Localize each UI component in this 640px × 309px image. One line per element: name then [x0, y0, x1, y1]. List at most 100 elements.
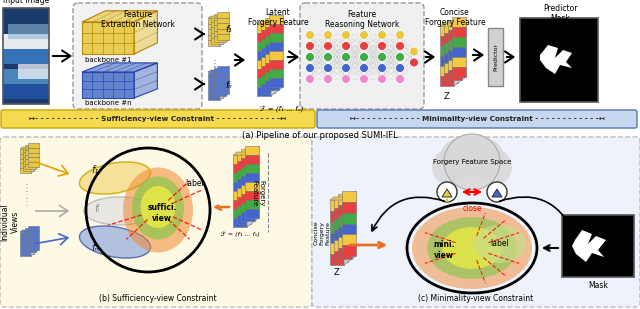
Bar — [20, 149, 31, 154]
Text: ⋮: ⋮ — [210, 65, 220, 75]
Circle shape — [396, 64, 404, 73]
Bar — [22, 166, 33, 171]
Polygon shape — [208, 16, 223, 18]
Bar — [440, 56, 454, 66]
Bar — [233, 191, 247, 200]
Bar — [208, 72, 220, 78]
Bar — [440, 66, 454, 76]
Text: Forgery Feature Space: Forgery Feature Space — [433, 159, 511, 165]
Polygon shape — [134, 11, 157, 54]
Bar — [245, 155, 259, 164]
Text: Concise
Forgery
Feature: Concise Forgery Feature — [314, 221, 330, 245]
Bar — [208, 78, 220, 83]
Bar — [269, 15, 283, 24]
Bar — [452, 47, 466, 57]
Text: Feature
Reasoning Network: Feature Reasoning Network — [325, 10, 399, 29]
Ellipse shape — [141, 186, 175, 228]
Bar — [22, 239, 33, 244]
Text: ▲: ▲ — [445, 197, 449, 202]
Bar — [3, 84, 49, 99]
Bar — [261, 75, 275, 84]
Polygon shape — [82, 63, 157, 72]
Bar — [265, 81, 279, 90]
Ellipse shape — [79, 162, 150, 194]
Bar — [452, 67, 466, 77]
Bar — [261, 48, 275, 57]
Bar — [237, 152, 251, 161]
Bar — [22, 230, 33, 235]
Bar — [233, 182, 247, 191]
Bar — [241, 185, 255, 194]
Bar — [211, 16, 223, 22]
Bar — [237, 170, 251, 179]
Bar — [18, 64, 49, 79]
Bar — [25, 159, 36, 164]
Text: backbone #n: backbone #n — [84, 100, 131, 106]
Bar — [237, 188, 251, 197]
Bar — [28, 157, 38, 162]
Bar — [257, 24, 271, 33]
Polygon shape — [134, 63, 157, 98]
Bar — [3, 8, 49, 104]
Bar — [20, 168, 31, 173]
Bar — [217, 12, 229, 18]
Bar — [20, 251, 31, 256]
Circle shape — [440, 138, 480, 178]
Bar — [237, 215, 251, 224]
Bar — [237, 161, 251, 170]
Bar — [233, 155, 247, 164]
Bar — [208, 29, 220, 35]
Bar — [241, 149, 255, 158]
Bar — [28, 231, 38, 235]
Bar — [269, 33, 283, 42]
Bar — [214, 74, 226, 79]
Bar — [28, 240, 38, 245]
Circle shape — [454, 137, 490, 173]
Circle shape — [342, 74, 351, 83]
Bar — [25, 238, 36, 242]
Text: ↦- - - - - - - - - - - - Sufficiency-view Constraint - - - - - - - - - - - -↤: ↦- - - - - - - - - - - - Sufficiency-vie… — [29, 116, 287, 122]
FancyBboxPatch shape — [1, 110, 315, 128]
Bar — [245, 200, 259, 209]
Bar — [237, 197, 251, 206]
Bar — [22, 147, 33, 152]
Circle shape — [305, 41, 314, 50]
Bar — [208, 89, 220, 95]
Circle shape — [396, 31, 404, 40]
Text: Concise
Forgery Feature: Concise Forgery Feature — [425, 8, 485, 28]
Bar — [22, 152, 33, 157]
Text: label: label — [185, 179, 204, 188]
Bar — [488, 28, 503, 86]
Circle shape — [305, 53, 314, 61]
FancyBboxPatch shape — [300, 3, 424, 109]
Bar — [342, 191, 356, 202]
Text: suffici.
view: suffici. view — [147, 203, 177, 223]
Bar — [265, 63, 279, 72]
Bar — [214, 91, 226, 96]
Bar — [245, 173, 259, 182]
Bar — [342, 213, 356, 223]
Bar — [334, 251, 348, 262]
Bar — [241, 167, 255, 176]
Polygon shape — [20, 230, 33, 232]
Bar — [444, 33, 458, 43]
Bar — [452, 37, 466, 47]
Bar — [22, 161, 33, 166]
Bar — [334, 197, 348, 208]
Bar — [338, 205, 352, 216]
Circle shape — [444, 134, 500, 190]
Text: fᵢ: fᵢ — [95, 204, 100, 214]
Bar — [214, 19, 226, 25]
Bar — [22, 235, 33, 239]
Bar — [28, 226, 38, 231]
Bar — [261, 39, 275, 48]
Polygon shape — [440, 23, 458, 26]
Circle shape — [360, 41, 369, 50]
Bar — [330, 222, 344, 232]
Bar — [440, 36, 454, 46]
Bar — [330, 243, 344, 254]
Circle shape — [396, 53, 404, 61]
Bar — [211, 92, 223, 98]
Circle shape — [410, 47, 419, 56]
Bar — [211, 81, 223, 87]
